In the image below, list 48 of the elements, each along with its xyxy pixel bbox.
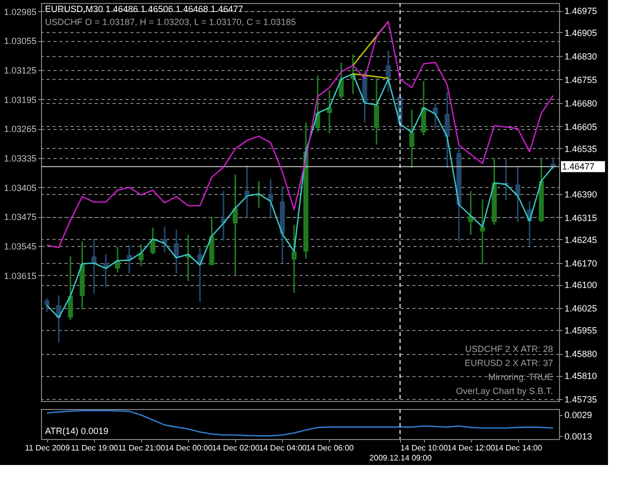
y2-tick-label: 1.03405 xyxy=(4,182,36,193)
annotation: Mirroring: TRUE xyxy=(488,372,553,382)
x-tick-label: 14 Dec 04:00 xyxy=(259,444,308,452)
y-tick-label: 0.0029 xyxy=(564,410,592,420)
x-tick-label: 11 Dec 19:00 xyxy=(70,444,119,452)
y-tick-label: 1.46605 xyxy=(564,122,598,132)
y-tick-label: 1.46100 xyxy=(564,280,598,290)
x-tick-label: 14 Dec 00:00 xyxy=(164,444,214,452)
x-tick-label: 14 Dec 14:00 xyxy=(494,444,543,452)
y2-tick-label: 1.03265 xyxy=(4,124,36,134)
annotation: EURUSD 2 X ATR: 37 xyxy=(464,358,553,368)
y2-tick-label: 1.03055 xyxy=(4,36,36,46)
y-tick-label: 0.0013 xyxy=(564,431,592,442)
y2-tick-label: 1.03195 xyxy=(4,94,36,105)
y-tick-label: 1.46975 xyxy=(564,6,598,16)
y-tick-label: 1.46025 xyxy=(564,304,598,314)
y2-tick-label: 1.02985 xyxy=(4,6,36,17)
x-tick-label: 11 Dec 2009 xyxy=(24,444,70,452)
annotation: EURUSD,M30 1.46486 1.46506 1.46468 1.46477 xyxy=(45,4,244,14)
y2-tick-label: 1.03615 xyxy=(4,270,36,281)
x-tick-label: 14 Dec 10:00 xyxy=(400,444,448,452)
y-tick-label: 1.46905 xyxy=(564,28,598,38)
y-tick-label: 1.46535 xyxy=(564,144,598,154)
y-tick-label: 1.45880 xyxy=(564,349,598,360)
y-tick-label: 1.45810 xyxy=(564,371,598,382)
y-tick-label: 1.45735 xyxy=(564,394,598,405)
y2-tick-label: 1.03125 xyxy=(4,66,36,76)
annotation: OverLay Chart by S.B.T. xyxy=(456,386,553,396)
y-tick-label: 1.46680 xyxy=(564,98,598,108)
x-tick-label: 11 Dec 21:00 xyxy=(118,444,166,452)
x-tick-label: 14 Dec 12:00 xyxy=(447,444,496,452)
y-tick-label: 1.46390 xyxy=(564,189,598,200)
y2-tick-label: 1.03475 xyxy=(4,212,36,222)
text: ATR(14) 0.0019 xyxy=(45,426,108,436)
y-tick-label: 1.45955 xyxy=(564,326,598,336)
x-tick-label: 14 Dec 06:00 xyxy=(306,444,354,452)
y-tick-label: 1.46315 xyxy=(564,212,598,223)
ref-line-label: 1.46477 xyxy=(562,162,595,172)
x-tick-label: 14 Dec 02:00 xyxy=(212,444,260,452)
y-tick-label: 1.46245 xyxy=(564,234,598,245)
y2-tick-label: 1.03335 xyxy=(4,154,36,164)
annotation: USDCHF O = 1.03187, H = 1.03203, L = 1.03170, C = 1.03185 xyxy=(45,17,296,27)
x-tick-label: 2009.12.14 09:00 xyxy=(369,454,432,462)
y2-tick-label: 1.03545 xyxy=(4,241,36,252)
y-tick-label: 1.46170 xyxy=(564,258,598,268)
y-tick-label: 1.46755 xyxy=(564,74,598,85)
annotation: USDCHF 2 X ATR: 28 xyxy=(465,344,553,354)
y-tick-label: 1.46830 xyxy=(564,51,598,62)
